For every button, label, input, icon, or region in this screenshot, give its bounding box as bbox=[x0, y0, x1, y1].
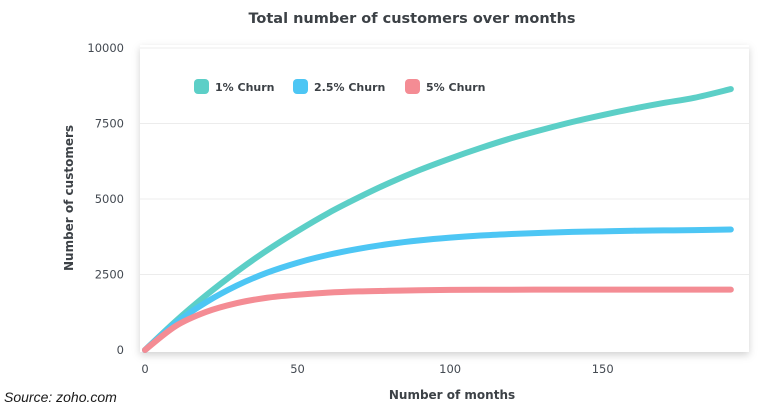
x-tick-label: 50 bbox=[290, 362, 305, 376]
y-tick-label: 5000 bbox=[95, 192, 124, 206]
x-tick-label: 0 bbox=[141, 362, 148, 376]
legend: 1% Churn 2.5% Churn 5% Churn bbox=[194, 79, 486, 94]
y-tick-label: 7500 bbox=[95, 117, 124, 131]
source-note: Source: zoho.com bbox=[4, 389, 117, 405]
x-axis-ticks: 0 50 100 150 bbox=[141, 362, 613, 376]
y-axis-ticks: 0 2500 5000 7500 10000 bbox=[87, 41, 124, 357]
y-axis-label: Number of customers bbox=[62, 125, 76, 271]
y-tick-label: 0 bbox=[117, 343, 124, 357]
legend-swatch bbox=[405, 79, 420, 94]
series-line-3 bbox=[142, 286, 734, 353]
legend-label: 2.5% Churn bbox=[314, 81, 385, 94]
legend-label: 5% Churn bbox=[426, 81, 486, 94]
x-tick-label: 100 bbox=[439, 362, 461, 376]
legend-swatch bbox=[293, 79, 308, 94]
legend-label: 1% Churn bbox=[215, 81, 275, 94]
chart-title: Total number of customers over months bbox=[248, 11, 575, 27]
series-lines bbox=[142, 86, 734, 353]
x-tick-label: 150 bbox=[592, 362, 614, 376]
series-line-1 bbox=[142, 86, 734, 353]
y-tick-label: 10000 bbox=[87, 41, 124, 55]
legend-swatch bbox=[194, 79, 209, 94]
grid bbox=[140, 47, 749, 275]
x-axis-label: Number of months bbox=[389, 388, 515, 402]
series-line-2 bbox=[142, 226, 734, 353]
y-tick-label: 2500 bbox=[95, 268, 124, 282]
